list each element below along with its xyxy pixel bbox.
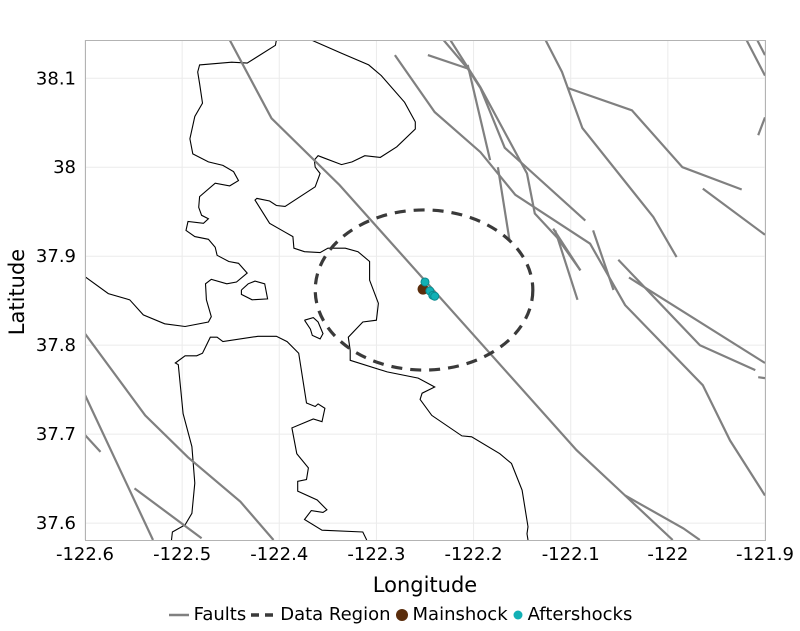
- legend-item-faults: Faults: [168, 604, 247, 625]
- legend-label: Aftershocks: [527, 604, 633, 625]
- x-tick-label: -122.6: [56, 544, 114, 565]
- fault-line: [544, 40, 678, 258]
- fault-line: [702, 187, 765, 236]
- mainshock-dot-swatch: [395, 608, 408, 621]
- fault-line: [554, 230, 579, 301]
- data-region: [313, 208, 535, 372]
- x-axis-title: Longitude: [373, 573, 477, 597]
- y-tick-label: 37.7: [36, 424, 76, 445]
- y-axis-ticks: 37.6 37.7 37.8 37.9 38 38.1: [36, 68, 76, 534]
- fault-line: [552, 228, 582, 271]
- x-tick-label: -122.5: [153, 544, 211, 565]
- fault-line: [85, 434, 102, 453]
- fault-line: [466, 64, 492, 161]
- aftershock-point: [430, 291, 440, 301]
- fault-line: [393, 54, 765, 497]
- legend-label: Faults: [193, 604, 247, 625]
- aftershock-point: [420, 277, 430, 287]
- faults: [85, 40, 765, 540]
- earthquake-map: -122.6 -122.5 -122.4 -122.3 -122.2 -122.1 -122…: [5, 40, 794, 597]
- x-tick-label: -122.2: [445, 544, 503, 565]
- fault-line: [758, 376, 765, 380]
- fault-line: [757, 117, 765, 136]
- y-axis-title: Latitude: [5, 249, 29, 335]
- events: [417, 277, 440, 301]
- legend-item-mainshock: Mainshock: [395, 604, 508, 625]
- fault-line: [133, 487, 203, 540]
- fault-line: [442, 40, 587, 222]
- fault-line-swatch: [168, 613, 189, 616]
- fault-line: [85, 332, 275, 540]
- grid: [84, 40, 766, 540]
- coastline: [85, 40, 277, 328]
- fault-line: [628, 276, 765, 364]
- y-tick-label: 37.9: [36, 246, 76, 267]
- coastline: [254, 40, 529, 540]
- fault-line: [745, 40, 765, 77]
- fault-line: [624, 494, 701, 540]
- legend: Faults Data Region Mainshock Aftershocks: [0, 604, 800, 625]
- y-tick-label: 38.1: [36, 68, 76, 89]
- fault-line: [427, 54, 469, 70]
- legend-item-data-region: Data Region: [250, 604, 391, 625]
- x-tick-label: -122: [647, 544, 688, 565]
- fault-line: [756, 40, 765, 56]
- legend-label: Mainshock: [412, 604, 508, 625]
- aftershock-dot-swatch: [513, 610, 523, 619]
- fault-line: [567, 86, 743, 191]
- legend-label: Data Region: [280, 604, 391, 625]
- x-tick-label: -122.4: [250, 544, 308, 565]
- x-tick-label: -122.1: [542, 544, 600, 565]
- coastline: [240, 280, 269, 301]
- y-tick-label: 37.8: [36, 335, 76, 356]
- fault-line: [228, 40, 674, 540]
- y-tick-label: 37.6: [36, 513, 76, 534]
- legend-item-aftershocks: Aftershocks: [512, 604, 633, 625]
- coastline: [170, 335, 368, 540]
- fault-line: [592, 230, 615, 291]
- dashed-line-swatch: [251, 612, 276, 617]
- x-tick-label: -121.9: [736, 544, 794, 565]
- x-tick-label: -122.3: [347, 544, 405, 565]
- fault-line: [496, 167, 511, 241]
- x-axis-ticks: -122.6 -122.5 -122.4 -122.3 -122.2 -122.1 -122…: [56, 544, 794, 565]
- y-tick-label: 38: [53, 157, 76, 178]
- fault-line: [85, 394, 154, 540]
- coastline: [304, 316, 324, 340]
- data-region-ellipse: [313, 208, 535, 372]
- plot-border: [85, 40, 766, 541]
- coastlines: [85, 40, 529, 540]
